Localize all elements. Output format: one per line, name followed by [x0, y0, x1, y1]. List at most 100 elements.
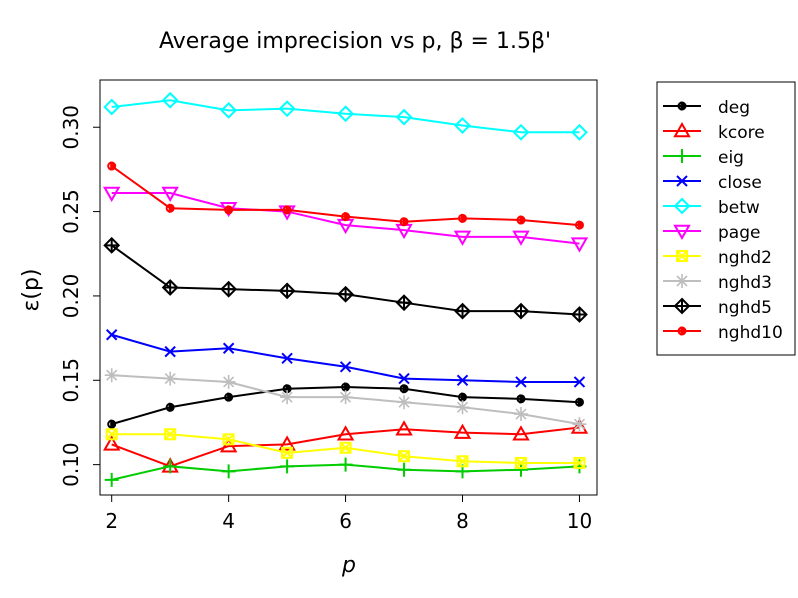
data-point — [397, 395, 412, 410]
data-point — [282, 205, 292, 215]
series-nghd3 — [104, 368, 587, 432]
series-nghd5 — [103, 236, 588, 323]
data-point — [278, 100, 296, 118]
data-point — [337, 105, 354, 123]
data-point — [399, 384, 409, 394]
data-point — [513, 462, 528, 477]
data-point — [161, 91, 179, 109]
data-point — [456, 374, 469, 386]
data-point — [337, 285, 354, 303]
data-point — [165, 203, 175, 213]
data-point — [512, 425, 530, 441]
legend-item: nghd10 — [663, 323, 783, 343]
data-point — [512, 123, 530, 141]
series-layer — [102, 91, 589, 487]
y-axis-label: ε(p) — [19, 268, 44, 311]
data-point — [338, 390, 353, 405]
data-point — [222, 433, 235, 446]
data-point — [574, 220, 584, 230]
y-tick-label: 0.30 — [59, 105, 83, 150]
data-point — [161, 186, 179, 203]
data-point — [165, 402, 175, 412]
data-point — [339, 441, 352, 454]
data-point — [222, 342, 235, 354]
data-point — [104, 472, 119, 487]
data-point — [278, 435, 296, 451]
data-point — [395, 294, 413, 312]
data-point — [395, 420, 413, 436]
data-point — [454, 302, 471, 320]
legend-item: eig — [663, 148, 744, 168]
x-tick-label: 4 — [222, 509, 235, 533]
data-point — [512, 302, 530, 320]
data-point — [456, 455, 469, 468]
series-line — [111, 99, 580, 134]
series-close — [105, 329, 586, 388]
legend-label: eig — [718, 148, 744, 168]
series-line — [111, 244, 580, 316]
legend-label: nghd2 — [718, 248, 772, 268]
data-point — [453, 423, 472, 439]
x-tick-label: 6 — [339, 509, 352, 533]
data-point — [398, 450, 411, 463]
legend-label: nghd3 — [718, 273, 772, 293]
chart-title: Average imprecision vs p, β = 1.5β' — [159, 29, 551, 54]
series-line — [111, 333, 580, 383]
data-point — [220, 101, 238, 119]
series-nghd2 — [105, 428, 586, 469]
legend-item: nghd3 — [663, 273, 772, 293]
data-point — [513, 407, 528, 422]
legend-item: betw — [663, 197, 760, 218]
y-tick-label: 0.20 — [59, 274, 83, 319]
data-point — [281, 446, 294, 459]
data-point — [163, 459, 178, 474]
data-point — [516, 215, 526, 225]
y-tick-label: 0.10 — [59, 442, 83, 487]
data-point — [458, 213, 468, 223]
data-point — [224, 392, 234, 402]
legend-item: nghd5 — [663, 297, 772, 318]
data-point — [395, 108, 413, 126]
x-tick-label: 8 — [456, 509, 469, 533]
data-point — [107, 161, 117, 171]
data-point — [514, 456, 527, 469]
data-point — [516, 394, 526, 404]
data-point — [104, 368, 119, 383]
data-point — [105, 428, 118, 441]
legend-label: nghd5 — [718, 298, 772, 318]
data-point — [102, 435, 121, 451]
data-point — [398, 372, 410, 385]
x-tick-label: 10 — [567, 509, 592, 533]
data-point — [338, 457, 353, 472]
series-line — [111, 192, 580, 245]
data-point — [280, 459, 295, 474]
data-point — [105, 329, 118, 341]
y-tick-label: 0.15 — [59, 358, 83, 403]
data-point — [454, 117, 471, 134]
data-point — [573, 456, 586, 469]
axes: 2 4 6 8 10 0.10 0.15 0.20 0.25 0.30 — [59, 105, 592, 533]
x-tick-label: 2 — [105, 509, 118, 533]
data-point — [571, 123, 588, 141]
data-point — [164, 428, 177, 441]
legend-label: page — [718, 223, 760, 243]
data-point — [397, 462, 412, 477]
series-betw — [103, 91, 588, 141]
legend-item: nghd2 — [663, 248, 772, 268]
legend-label: close — [718, 173, 762, 193]
legend-item: close — [663, 173, 762, 193]
data-point — [221, 464, 236, 479]
data-point — [221, 374, 236, 389]
y-tick-label: 0.25 — [59, 189, 83, 234]
data-point — [512, 230, 530, 246]
data-point — [572, 417, 587, 432]
data-point — [161, 279, 179, 296]
data-point — [103, 236, 121, 254]
data-point — [574, 397, 584, 407]
legend-label: kcore — [718, 123, 765, 143]
series-line — [111, 426, 580, 468]
series-nghd10 — [107, 161, 584, 230]
legend-item: deg — [663, 98, 750, 118]
series-deg — [107, 382, 584, 429]
